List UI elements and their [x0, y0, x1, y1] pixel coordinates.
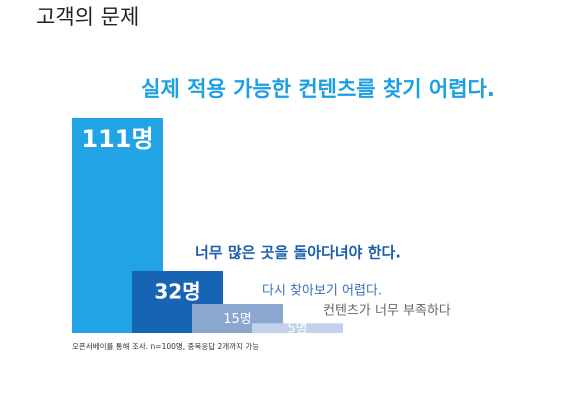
- bar-annotation: 컨텐츠가 너무 부족하다: [323, 304, 451, 319]
- bar-annotation: 너무 많은 곳을 돌아다녀야 한다.: [195, 244, 401, 262]
- value-label: 32명: [154, 280, 200, 304]
- value-label: 111명: [81, 125, 153, 153]
- footnote: 오픈서베이를 통해 조사. n=100명, 중복응답 2개까지 가능: [72, 341, 259, 351]
- bar: [252, 323, 343, 333]
- bar-annotation: 실제 적용 가능한 컨텐츠를 찾기 어렵다.: [141, 77, 495, 101]
- value-label: 15명: [223, 312, 252, 327]
- bar-annotation: 다시 찾아보기 어렵다.: [262, 284, 382, 299]
- value-label: 5명: [287, 322, 307, 337]
- page-title: 고객의 문제: [36, 5, 139, 29]
